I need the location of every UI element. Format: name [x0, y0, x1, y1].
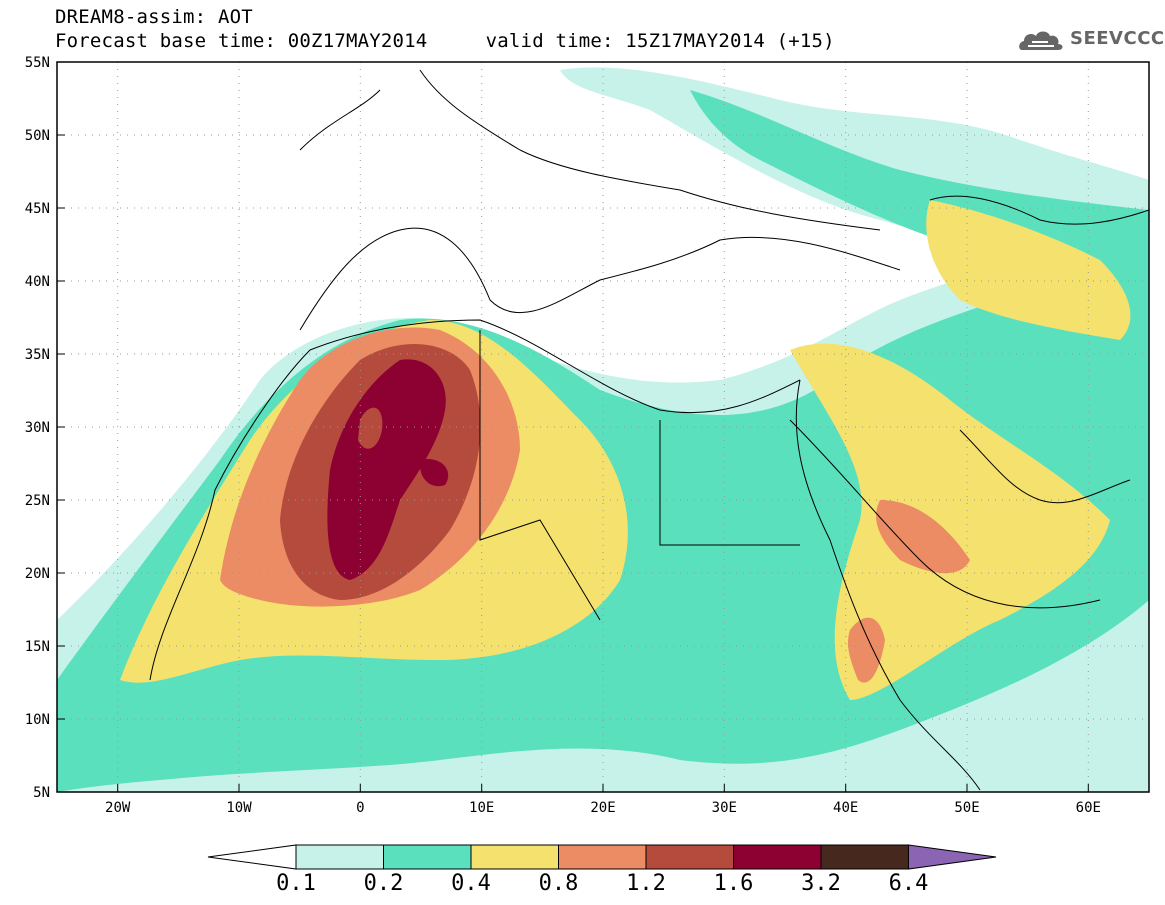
lon-label: 20E [590, 800, 615, 816]
forecast-times: Forecast base time: 00Z17MAY2014 valid t… [55, 30, 835, 52]
lat-label: 25N [25, 493, 50, 509]
aot-band-0-4-caspian [926, 200, 1131, 340]
map-title: DREAM8-assim: AOT [55, 6, 253, 28]
lon-label: 20W [105, 800, 131, 816]
cloud-logo-icon [1019, 31, 1063, 50]
colorbar-swatch [820, 844, 909, 870]
colorbar-label: 1.6 [713, 871, 754, 896]
aot-band-1-6 [327, 359, 446, 580]
lat-label: 10N [25, 712, 50, 728]
lon-label: 0 [356, 800, 364, 816]
aot-band-0-8-redsea [847, 617, 885, 683]
seevccc-logo-text: SEEVCCC [1070, 28, 1165, 49]
lat-label: 55N [25, 55, 50, 71]
colorbar-max-arrow [908, 844, 997, 870]
lon-label: 40E [833, 800, 858, 816]
colorbar-swatch [733, 844, 822, 870]
longitude-labels: 20W 10W 0 10E 20E 30E 40E 50E 60E [105, 800, 1101, 816]
aot-field [57, 67, 1149, 792]
lon-label: 60E [1076, 800, 1101, 816]
colorbar-label: 0.1 [276, 871, 316, 896]
colorbar-swatch [295, 844, 384, 870]
lat-label: 15N [25, 639, 50, 655]
colorbar [207, 844, 997, 870]
colorbar-min-arrow [207, 844, 297, 870]
lat-label: 50N [25, 128, 50, 144]
graticule [57, 62, 1149, 792]
colorbar-swatch [383, 844, 472, 870]
lon-label: 10W [226, 800, 252, 816]
lat-label: 45N [25, 201, 50, 217]
lon-label: 30E [712, 800, 737, 816]
colorbar-label: 0.4 [451, 871, 491, 896]
colorbar-label: 0.8 [538, 871, 579, 896]
colorbar-label: 6.4 [888, 871, 929, 896]
aot-band-0-8-arabia [876, 500, 970, 574]
colorbar-label: 1.2 [626, 871, 666, 896]
aot-band-1-6-c [419, 459, 449, 487]
colorbar-swatch [645, 844, 734, 870]
lat-label: 30N [25, 420, 50, 436]
lon-label: 50E [954, 800, 979, 816]
lat-label: 5N [33, 785, 50, 801]
aot-band-0-4-arabia [790, 343, 1110, 700]
latitude-labels: 55N 50N 45N 40N 35N 30N 25N 20N 15N 10N … [25, 55, 50, 801]
colorbar-label: 0.2 [363, 871, 404, 896]
colorbar-swatch [470, 844, 559, 870]
aot-band-1-6-b [358, 407, 383, 449]
lat-label: 35N [25, 347, 50, 363]
colorbar-swatch [558, 844, 647, 870]
lat-label: 20N [25, 566, 50, 582]
lat-label: 40N [25, 274, 50, 290]
coastlines [149, 69, 1149, 791]
lon-label: 10E [469, 800, 494, 816]
colorbar-label: 3.2 [801, 871, 841, 896]
